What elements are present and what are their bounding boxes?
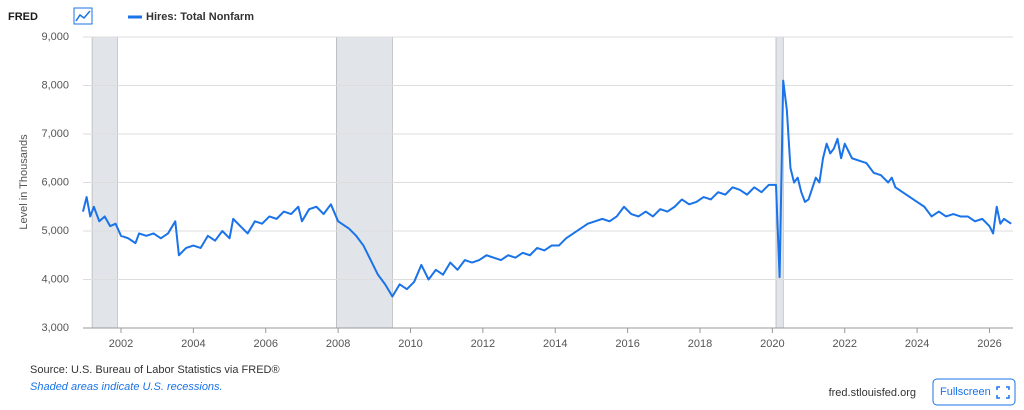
x-tick-label: 2024 bbox=[905, 338, 929, 350]
y-tick-label: 4,000 bbox=[41, 273, 69, 285]
x-tick-label: 2026 bbox=[977, 338, 1001, 350]
x-tick-label: 2002 bbox=[109, 338, 133, 350]
y-tick-label: 6,000 bbox=[41, 176, 69, 188]
y-axis-label: Level in Thousands bbox=[18, 134, 30, 230]
x-tick-label: 2010 bbox=[398, 338, 422, 350]
note: Shaded areas indicate U.S. recessions. bbox=[30, 381, 223, 393]
legend-label: Hires: Total Nonfarm bbox=[146, 11, 254, 23]
logo-icon bbox=[73, 7, 93, 25]
x-tick-label: 2008 bbox=[326, 338, 350, 350]
x-tick-label: 2020 bbox=[760, 338, 784, 350]
series-line bbox=[82, 79, 1012, 298]
x-tick-label: 2012 bbox=[471, 338, 495, 350]
fullscreen-icon[interactable] bbox=[996, 386, 1010, 399]
x-tick-label: 2016 bbox=[615, 338, 639, 350]
x-tick-label: 2004 bbox=[181, 338, 205, 350]
site: fred.stlouisfed.org bbox=[829, 387, 916, 399]
y-tick-label: 7,000 bbox=[41, 128, 69, 140]
y-tick-label: 5,000 bbox=[41, 225, 69, 237]
y-tick-label: 3,000 bbox=[41, 322, 69, 334]
plot: 3,000 4,000 5,000 6,000 7,000 8,000 9,000 2002 2… bbox=[41, 31, 1013, 350]
fullscreen-label[interactable]: Fullscreen bbox=[940, 386, 991, 398]
source: Source: U.S. Bureau of Labor Statistics … bbox=[30, 364, 280, 376]
x-tick-label: 2022 bbox=[832, 338, 856, 350]
x-tick-label: 2014 bbox=[543, 338, 567, 350]
x-tick-label: 2018 bbox=[688, 338, 712, 350]
logo: FRED bbox=[8, 11, 38, 23]
fullscreen-button[interactable] bbox=[932, 378, 1016, 406]
x-tick-label: 2006 bbox=[254, 338, 278, 350]
y-tick-label: 8,000 bbox=[41, 79, 69, 91]
y-tick-label: 9,000 bbox=[41, 31, 69, 43]
